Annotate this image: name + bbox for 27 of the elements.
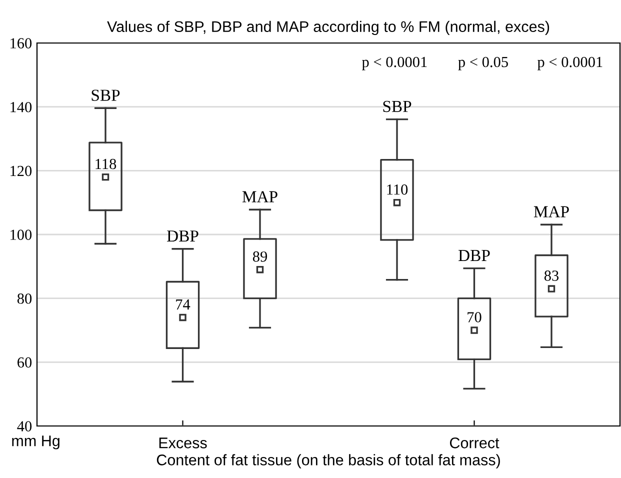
text: MAP: [242, 191, 278, 202]
text: 89: [252, 251, 268, 262]
y-tick-label: 60: [18, 357, 32, 368]
y-tick-label: 100: [10, 230, 32, 240]
y-tick-label: 160: [10, 38, 32, 48]
text: DBP: [458, 250, 490, 261]
y-tick-label: 80: [17, 293, 32, 304]
annotation: p < 0.0001: [362, 56, 427, 70]
y-tick-label: 40: [17, 421, 32, 432]
text: MAP: [534, 206, 569, 218]
text: 118: [96, 158, 116, 170]
x-tick-label: Excess: [159, 438, 207, 448]
text: 110: [387, 184, 408, 195]
text: SBP: [383, 100, 412, 112]
y-tick-label: 140: [10, 102, 32, 112]
annotation: p < 0.0001: [537, 56, 602, 70]
text: SBP: [92, 90, 120, 101]
y-tick-label: 120: [10, 166, 32, 176]
chart-title: Values of SBP, DBP and MAP according to % FM (normal, exces): [107, 20, 550, 36]
x-tick-label: Correct: [450, 438, 500, 448]
text: mm Hg: [12, 436, 60, 450]
x-axis-title: Content of fat tissue (on the basis of total fat mass): [156, 454, 500, 468]
text: 83: [544, 270, 559, 281]
annotation: p < 0.05: [458, 56, 508, 70]
text: DBP: [167, 230, 198, 242]
text: 70: [468, 312, 482, 322]
text: 74: [176, 299, 190, 310]
